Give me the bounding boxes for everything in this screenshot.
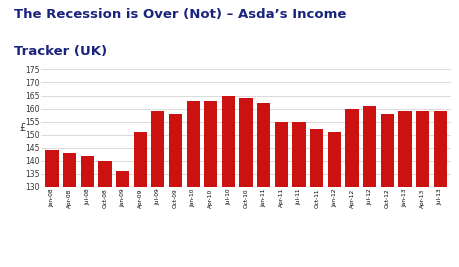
Bar (168, 114, 182, 267)
Bar (362, 106, 375, 267)
Text: SGF ANNUAL CONFERENCE 2013: SGF ANNUAL CONFERENCE 2013 (101, 246, 204, 251)
Text: Tracker (UK): Tracker (UK) (14, 45, 106, 58)
Text: S: S (6, 239, 20, 258)
Bar (433, 111, 446, 267)
Bar (116, 171, 129, 267)
Bar (45, 150, 58, 267)
Bar (221, 96, 235, 267)
Bar (239, 98, 252, 267)
Bar (80, 156, 94, 267)
Bar (133, 132, 146, 267)
Bar (257, 103, 270, 267)
Bar (151, 111, 164, 267)
Bar (204, 101, 217, 267)
Bar (98, 161, 111, 267)
Y-axis label: £: £ (20, 123, 26, 133)
Bar (345, 109, 358, 267)
Bar (309, 129, 323, 267)
Bar (274, 122, 287, 267)
Bar (327, 132, 340, 267)
Bar (186, 101, 199, 267)
Text: 1: 1 (46, 239, 60, 258)
Text: The Recession is Over (Not) – Asda’s Income: The Recession is Over (Not) – Asda’s Inc… (14, 8, 346, 21)
Bar (292, 122, 305, 267)
Text: F: F (67, 239, 80, 258)
Bar (63, 153, 76, 267)
Bar (415, 111, 428, 267)
Bar (380, 114, 393, 267)
Bar (397, 111, 411, 267)
Text: G: G (23, 239, 39, 258)
